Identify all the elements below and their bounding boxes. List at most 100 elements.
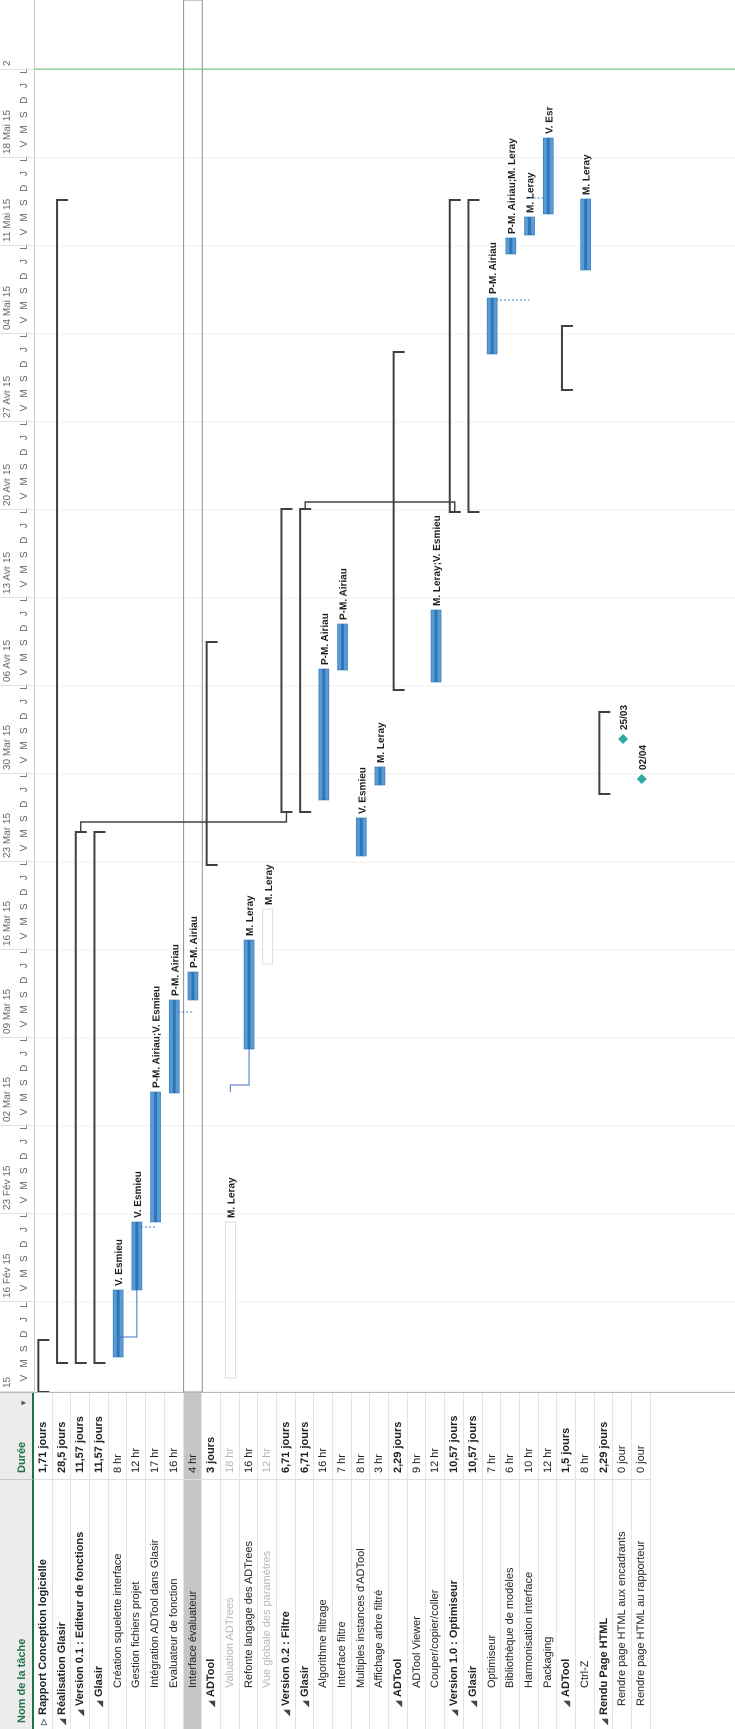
- task-name-cell[interactable]: ◢ Glasir: [463, 1479, 482, 1729]
- task-row[interactable]: Couper/copier/coller 12 hr: [426, 1393, 446, 1729]
- task-name-cell[interactable]: Interface filtre: [333, 1479, 351, 1729]
- collapse-icon[interactable]: ◢: [450, 1709, 460, 1716]
- task-duration[interactable]: 12 hr: [130, 1447, 143, 1473]
- task-row[interactable]: Rendre page HTML aux encadrants 0 jour: [613, 1393, 632, 1729]
- task-name-cell[interactable]: Ctrl-Z: [575, 1479, 594, 1729]
- summary-bar[interactable]: [299, 508, 312, 813]
- task-row[interactable]: Optimiseur 7 hr: [482, 1393, 502, 1729]
- task-name-cell[interactable]: Interface évaluateur: [183, 1479, 202, 1729]
- task-duration[interactable]: 28,5 jours: [55, 1421, 68, 1473]
- task-name-cell[interactable]: Création squelette interface: [108, 1479, 127, 1729]
- collapse-icon[interactable]: ◢: [95, 1700, 105, 1707]
- task-duration[interactable]: 7 hr: [336, 1454, 348, 1473]
- milestone-diamond[interactable]: [618, 734, 629, 744]
- summary-bar[interactable]: [560, 325, 573, 391]
- collapse-icon[interactable]: ◢: [468, 1700, 478, 1707]
- task-row[interactable]: ▷ Rapport Conception logicielle 1,71 jours: [34, 1393, 53, 1729]
- task-duration[interactable]: 12 hr: [541, 1447, 554, 1473]
- task-duration[interactable]: 4 hr: [186, 1454, 199, 1473]
- collapse-icon[interactable]: ◢: [599, 1718, 609, 1725]
- task-name-cell[interactable]: ◢ Version 1.0 : Optimiseur: [445, 1479, 463, 1729]
- collapse-icon[interactable]: ◢: [207, 1700, 217, 1707]
- task-row[interactable]: ◢ Glasir 10,57 jours: [463, 1393, 483, 1729]
- task-duration[interactable]: 17 hr: [149, 1447, 162, 1473]
- summary-bar[interactable]: [598, 711, 611, 795]
- collapse-icon[interactable]: ◢: [300, 1700, 310, 1707]
- task-name-cell[interactable]: Affichage arbre filtré: [370, 1479, 389, 1729]
- task-row[interactable]: ◢ Version 0.2 : Filtre 6,71 jours: [276, 1393, 296, 1729]
- collapse-icon[interactable]: ◢: [76, 1709, 86, 1716]
- task-duration[interactable]: 3 hr: [373, 1454, 386, 1473]
- task-name-cell[interactable]: Algorithme filtrage: [314, 1479, 332, 1729]
- task-name-cell[interactable]: ◢ Glasir: [90, 1479, 108, 1729]
- task-name-cell[interactable]: Refonte langage des ADTrees: [239, 1479, 258, 1729]
- task-row[interactable]: Intégration ADTool dans Glasir 17 hr: [146, 1393, 165, 1729]
- task-row[interactable]: Ctrl-Z 8 hr: [575, 1393, 595, 1729]
- task-duration[interactable]: 16 hr: [317, 1447, 330, 1473]
- task-name-cell[interactable]: Valuation ADTrees: [220, 1479, 239, 1729]
- task-duration[interactable]: 1,5 jours: [560, 1427, 573, 1473]
- task-row[interactable]: Algorithme filtrage 16 hr: [314, 1393, 333, 1729]
- task-name-cell[interactable]: ◢ Version 0.2 : Filtre: [276, 1479, 295, 1729]
- task-name-cell[interactable]: Bibliothèque de modèles: [501, 1479, 519, 1729]
- task-row[interactable]: ◢ Rendu Page HTML 2,29 jours: [594, 1393, 614, 1729]
- task-bar[interactable]: [225, 1221, 236, 1379]
- summary-bar[interactable]: [37, 1339, 50, 1392]
- task-row[interactable]: ◢ ADTool 1,5 jours: [557, 1393, 576, 1729]
- task-duration[interactable]: 18 hr: [223, 1447, 236, 1473]
- task-row[interactable]: Interface filtre 7 hr: [333, 1393, 352, 1729]
- task-bar[interactable]: [262, 908, 274, 965]
- task-duration[interactable]: 10,57 jours: [466, 1415, 479, 1473]
- task-name-cell[interactable]: Rendre page HTML au rapporteur: [632, 1479, 650, 1729]
- summary-bar[interactable]: [56, 199, 69, 1364]
- task-row[interactable]: Packaging 12 hr: [538, 1393, 558, 1729]
- task-name-cell[interactable]: Gestion fichiers projet: [127, 1479, 146, 1729]
- task-duration[interactable]: 9 hr: [410, 1454, 423, 1473]
- task-duration[interactable]: 2,29 jours: [392, 1421, 405, 1473]
- task-duration[interactable]: 3 jours: [205, 1436, 218, 1473]
- task-duration[interactable]: 12 hr: [261, 1447, 274, 1473]
- summary-bar[interactable]: [448, 199, 461, 513]
- task-duration[interactable]: 1,71 jours: [37, 1421, 49, 1473]
- task-name-cell[interactable]: ▷ Rapport Conception logicielle: [34, 1479, 52, 1729]
- task-row[interactable]: ADTool Viewer 9 hr: [407, 1393, 427, 1729]
- task-duration[interactable]: 11,57 jours: [74, 1416, 87, 1473]
- summary-bar[interactable]: [280, 508, 293, 813]
- task-duration[interactable]: 6,71 jours: [298, 1421, 311, 1473]
- task-row[interactable]: Multiples instances d'ADTool 8 hr: [351, 1393, 371, 1729]
- task-row[interactable]: Rendre page HTML au rapporteur 0 jour: [632, 1393, 651, 1729]
- task-duration[interactable]: 6 hr: [504, 1454, 517, 1473]
- task-name-cell[interactable]: Optimiseur: [482, 1479, 501, 1729]
- task-name-cell[interactable]: ◢ Rendu Page HTML: [594, 1479, 613, 1729]
- task-row[interactable]: Création squelette interface 8 hr: [108, 1393, 128, 1729]
- task-row[interactable]: Evaluateur de fonction 16 hr: [164, 1393, 184, 1729]
- milestone-diamond[interactable]: [636, 774, 647, 784]
- task-row[interactable]: Affichage arbre filtré 3 hr: [370, 1393, 390, 1729]
- task-duration[interactable]: 8 hr: [578, 1454, 591, 1473]
- column-header-task-name[interactable]: Nom de la tâche: [0, 1479, 34, 1729]
- task-name-cell[interactable]: ◢ Version 0.1 : Editeur de fonctions: [71, 1479, 90, 1729]
- task-duration[interactable]: 11,57 jours: [93, 1416, 106, 1473]
- task-name-cell[interactable]: Intégration ADTool dans Glasir: [146, 1479, 164, 1729]
- task-name-cell[interactable]: Vue globale des paramètres: [258, 1479, 276, 1729]
- task-row[interactable]: ◢ ADTool 3 jours: [202, 1393, 221, 1729]
- summary-bar[interactable]: [205, 641, 218, 866]
- collapse-icon[interactable]: ◢: [57, 1718, 67, 1725]
- task-row[interactable]: Bibliothèque de modèles 6 hr: [501, 1393, 520, 1729]
- summary-bar[interactable]: [74, 831, 87, 1364]
- summary-bar[interactable]: [392, 351, 405, 691]
- task-name-cell[interactable]: Harmonisation interface: [519, 1479, 538, 1729]
- task-duration[interactable]: 8 hr: [354, 1454, 367, 1473]
- task-row[interactable]: ◢ Réalisation Glasir 28,5 jours: [52, 1393, 72, 1729]
- task-name-cell[interactable]: Multiples instances d'ADTool: [351, 1479, 370, 1729]
- task-row[interactable]: Valuation ADTrees 18 hr: [220, 1393, 240, 1729]
- task-duration[interactable]: 6,71 jours: [279, 1421, 292, 1473]
- task-row[interactable]: ◢ ADTool 2,29 jours: [389, 1393, 408, 1729]
- collapse-icon[interactable]: ◢: [562, 1700, 572, 1707]
- task-name-cell[interactable]: Couper/copier/coller: [426, 1479, 445, 1729]
- task-duration[interactable]: 16 hr: [242, 1447, 255, 1473]
- task-row[interactable]: ◢ Glasir 6,71 jours: [295, 1393, 315, 1729]
- task-duration[interactable]: 0 jour: [616, 1445, 629, 1473]
- task-name-cell[interactable]: Evaluateur de fonction: [164, 1479, 183, 1729]
- summary-bar[interactable]: [93, 831, 106, 1364]
